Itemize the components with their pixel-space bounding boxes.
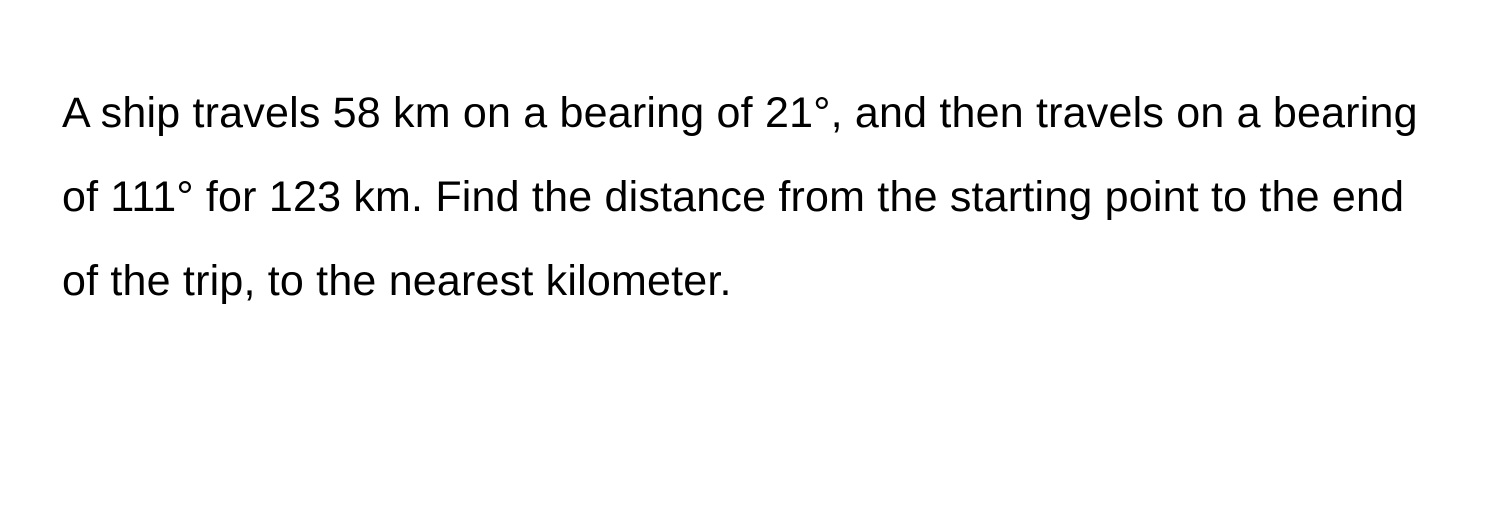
problem-statement: A ship travels 58 km on a bearing of 21°…: [62, 72, 1430, 324]
